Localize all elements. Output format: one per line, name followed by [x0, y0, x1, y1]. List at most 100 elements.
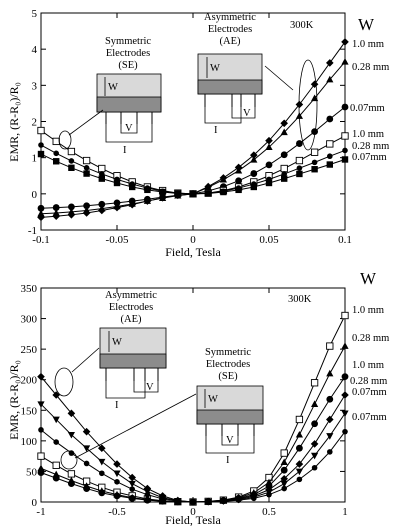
bottom-series-3-point — [37, 469, 45, 477]
bottom-series-4-point — [113, 460, 121, 468]
bottom-series-6-point — [235, 497, 242, 503]
bottom-panel: -1 -0.5 0 0.5 1 0 50 100 150 200 250 300 350 Field, … — [7, 269, 389, 527]
top-ticks — [40, 12, 346, 231]
top-inset-ae-line2: Electrodes — [208, 24, 252, 35]
bottom-inset-ae-line1: Asymmetric — [105, 290, 157, 301]
top-label-se-3: 0.07mm — [352, 152, 387, 163]
top-series-5-point — [281, 171, 288, 177]
bottom-se-v: V — [226, 435, 234, 446]
bottom-inset-se-line3: (SE) — [218, 371, 238, 382]
top-series-6-point — [129, 183, 136, 191]
bottom-label-1: 1.0 mm — [352, 305, 384, 316]
bottom-series-6-point — [53, 439, 59, 445]
top-series-6-point — [83, 170, 90, 177]
bottom-series-6-point — [175, 498, 181, 505]
top-series-2-point — [311, 94, 319, 102]
bottom-series — [37, 311, 349, 506]
bottom-series-3-point — [128, 494, 136, 502]
bottom-series-1-point — [52, 461, 60, 469]
top-series-4-point — [280, 164, 288, 173]
bottom-series-1-point — [341, 311, 349, 320]
bottom-series-2-point — [326, 369, 334, 377]
top-series-3-point — [113, 199, 121, 207]
bottom-series-1-point — [295, 415, 304, 424]
top-series-3-point — [37, 204, 45, 212]
top-panel: -0.1 -0.05 0 0.05 0.1 -1 0 1 2 3 4 5 Field, Tesla E… — [7, 8, 389, 259]
top-series-2-point — [98, 204, 106, 212]
top-series-4-point — [310, 148, 319, 156]
top-series-1-point — [326, 59, 334, 67]
top-series-5-point — [327, 153, 333, 160]
bottom-label-2: 0.28 mm — [352, 333, 389, 344]
bottom-series-3-point — [144, 496, 151, 504]
top-series — [37, 38, 349, 222]
top-series-4-point — [341, 132, 349, 140]
top-series-2-point — [341, 58, 349, 65]
bottom-series-4-point — [37, 372, 45, 381]
top-series-6-point — [98, 175, 105, 182]
top-series-3-point — [280, 151, 288, 159]
bottom-inset-ae: Asymmetric Electrodes (AE) W V I — [54, 290, 167, 411]
bottom-series-6-point — [296, 476, 303, 483]
top-y-tick-label: 5 — [32, 8, 38, 20]
top-series-6-point — [205, 190, 212, 197]
bottom-series-6-point — [190, 499, 196, 505]
top-series-5-point — [99, 171, 105, 177]
top-series-3-point — [265, 161, 273, 169]
top-series-6-point — [53, 158, 60, 165]
bottom-series-3-point — [68, 480, 75, 488]
bottom-series-6-point — [99, 470, 105, 477]
top-series-1-point — [280, 119, 288, 128]
bottom-y-tick-label: 100 — [21, 436, 38, 448]
top-series-2-point — [52, 209, 60, 216]
bottom-series-6-point — [281, 485, 288, 492]
top-label-se-1: 1.0 mm — [352, 129, 384, 140]
bottom-temperature: 300K — [288, 294, 312, 305]
bottom-series-5-point — [37, 401, 45, 408]
top-series-3-point — [341, 103, 349, 111]
bottom-y-tick-label: 200 — [21, 375, 38, 387]
bottom-tick-labels: -1 -0.5 0 0.5 1 0 50 100 150 200 250 300 350 — [21, 283, 348, 518]
top-series-6-point — [37, 150, 45, 158]
top-series-6-point — [281, 175, 288, 182]
bottom-x-tick-label: 0.5 — [262, 506, 276, 518]
bottom-series-3-point — [113, 492, 121, 500]
top-ae-w: W — [210, 63, 220, 74]
top-series-5-point — [342, 147, 348, 154]
top-inset-se-line2: Electrodes — [106, 48, 150, 59]
bottom-series-4-point — [128, 473, 136, 482]
bottom-x-tick-label: 1 — [342, 506, 348, 518]
top-series-3-point — [83, 202, 90, 210]
top-series-4-point — [82, 156, 91, 165]
top-y-axis-label: EMR, (R-R₀)/R₀ — [7, 82, 21, 162]
bottom-series-1-point — [37, 452, 45, 460]
bottom-series-1-point — [310, 379, 319, 387]
bottom-series-3-point — [341, 373, 349, 381]
top-series-1-point — [37, 213, 45, 222]
top-series-6-point — [174, 190, 181, 197]
top-label-ae-2: 0.28 mm — [352, 62, 389, 73]
bottom-series-4-point — [295, 460, 304, 468]
top-series-2-point — [235, 166, 243, 174]
bottom-series-2-point — [311, 400, 319, 407]
top-series-5-point — [311, 159, 318, 166]
bottom-series-2-point — [37, 464, 45, 472]
top-series-2-point — [37, 209, 45, 217]
bottom-inset-se-line2: Electrodes — [206, 359, 250, 370]
bottom-series-4-point — [341, 391, 349, 399]
top-x-axis-label: Field, Tesla — [165, 245, 221, 259]
top-ae-i: I — [214, 125, 218, 136]
top-ae-v: V — [243, 108, 251, 119]
top-series-2-point — [265, 143, 273, 150]
top-series-5-point — [296, 165, 303, 171]
top-y-tick-label: 3 — [32, 80, 38, 92]
top-series-4-point — [37, 126, 45, 135]
top-inset-se-line3: (SE) — [118, 60, 138, 71]
top-y-tick-label: 0 — [32, 189, 38, 201]
top-y-tick-label: 4 — [32, 44, 38, 56]
top-series-6-point — [296, 170, 303, 178]
bottom-series-6-point — [266, 491, 272, 498]
bottom-series-6-point — [83, 460, 90, 467]
bottom-ae-i: I — [115, 400, 119, 411]
top-series-6-point — [189, 190, 197, 198]
